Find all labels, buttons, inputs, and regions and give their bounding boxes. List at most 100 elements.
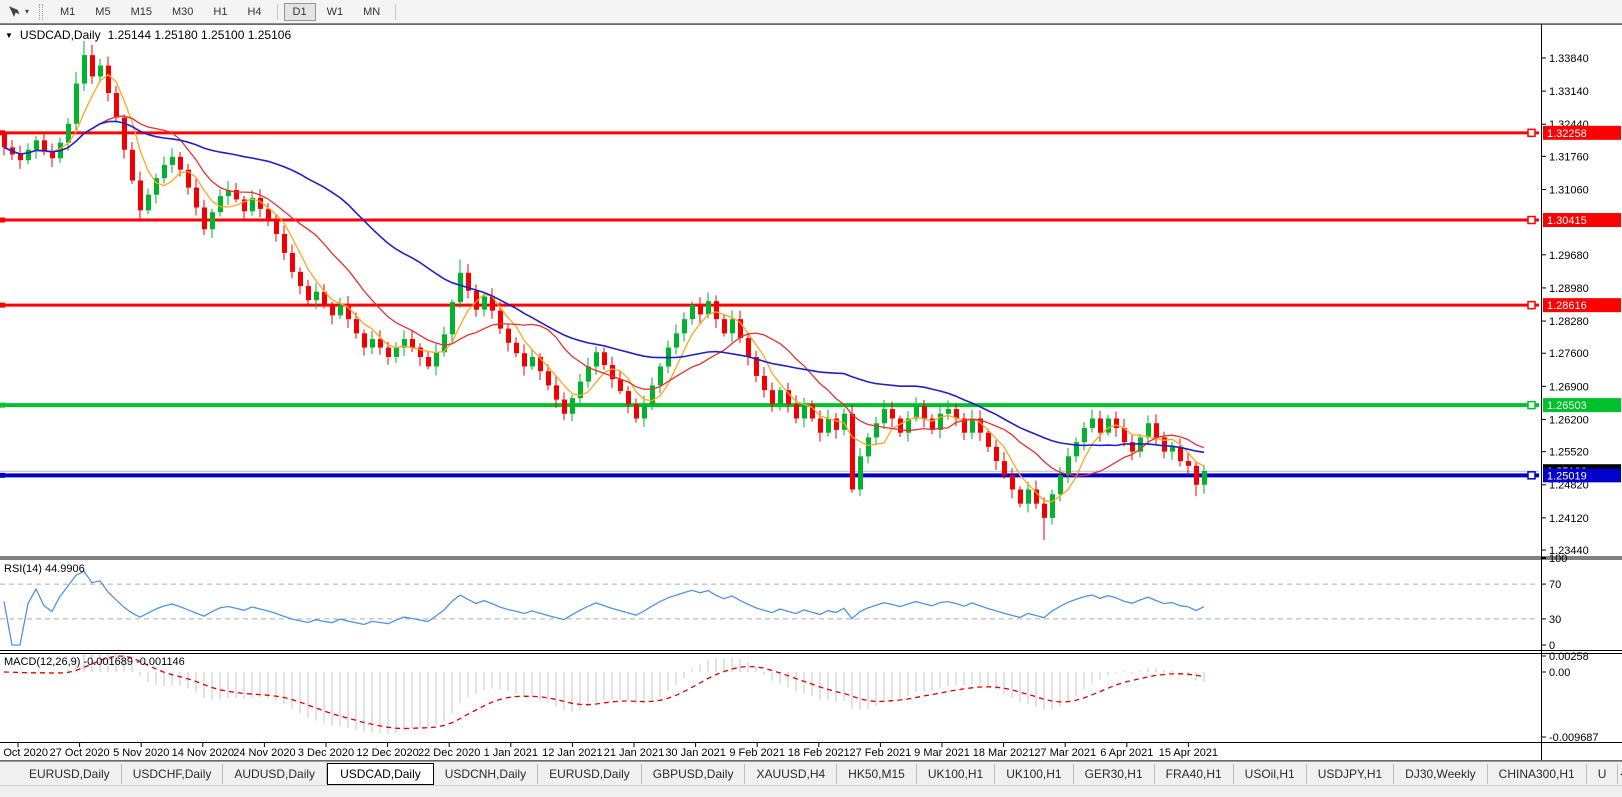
- date-axis-tick: 27 Oct 2020: [50, 747, 110, 759]
- timeframe-button-mn[interactable]: MN: [363, 5, 381, 18]
- date-axis-tick: 1 Jan 2021: [484, 747, 538, 759]
- timeframe-button-h1[interactable]: H1: [213, 5, 228, 18]
- price-axis-tick: 1.31760: [1549, 151, 1589, 163]
- level-price-label: [1543, 398, 1621, 413]
- date-axis-tick: 22 Dec 2020: [418, 747, 480, 759]
- rsi-axis-tick: 100: [1549, 553, 1567, 565]
- tab-fra40-h1[interactable]: FRA40,H1: [1155, 763, 1234, 784]
- date-axis-tick: 15 Apr 2021: [1159, 747, 1218, 759]
- tab-xauusd-h4[interactable]: XAUUSD,H4: [745, 763, 838, 784]
- timeframe-button-m15[interactable]: M15: [130, 5, 152, 18]
- date-axis-tick: 18 Feb 2021: [788, 747, 850, 759]
- tab-hk50-m15[interactable]: HK50,M15: [837, 763, 917, 784]
- tab-scroll-buttons: ◄►: [1618, 769, 1622, 779]
- timeframe-button-d1[interactable]: D1: [283, 2, 316, 21]
- date-axis-tick: 18 Mar 2021: [973, 747, 1035, 759]
- price-axis-tick: 1.23440: [1549, 545, 1589, 557]
- svg-text:1.32258: 1.32258: [1547, 128, 1587, 140]
- price-axis-tick: 1.24120: [1549, 513, 1589, 525]
- ma-mid-line: [3, 115, 1205, 477]
- chart-title: ▼ USDCAD,Daily 1.25144 1.25180 1.25100 1…: [5, 28, 291, 42]
- level-price-label: [1543, 298, 1621, 313]
- date-axis-tick: 5 Nov 2020: [113, 747, 169, 759]
- tab-eurusd-daily[interactable]: EURUSD,Daily: [538, 763, 642, 784]
- rsi-axis-tick: 0: [1549, 640, 1555, 652]
- date-axis-tick: 12 Jan 2021: [542, 747, 603, 759]
- dropdown-caret-icon[interactable]: ▾: [25, 7, 30, 16]
- date-axis-tick: 17 Oct 2020: [0, 747, 48, 759]
- svg-text:1.28616: 1.28616: [1547, 300, 1587, 312]
- date-axis-tick: 14 Nov 2020: [172, 747, 234, 759]
- level-price-label: [1543, 468, 1621, 483]
- price-axis-tick: 1.33140: [1549, 86, 1589, 98]
- timeframe-button-m30[interactable]: M30: [171, 5, 194, 18]
- date-axis-tick: 27 Feb 2021: [850, 747, 912, 759]
- tab-dj30-weekly[interactable]: DJ30,Weekly: [1394, 763, 1488, 784]
- ma-slow-line: [3, 120, 1205, 454]
- price-axis-tick: 1.31060: [1549, 185, 1589, 197]
- level-price-label: [1543, 213, 1621, 228]
- date-axis-tick: 21 Jan 2021: [604, 747, 665, 759]
- timeframe-button-m5[interactable]: M5: [95, 5, 111, 18]
- price-axis-tick: 1.28980: [1549, 283, 1589, 295]
- tab-usdchf-daily[interactable]: USDCHF,Daily: [122, 763, 224, 784]
- rsi-axis-tick: 30: [1549, 614, 1561, 626]
- tab-audusd-daily[interactable]: AUDUSD,Daily: [223, 763, 328, 784]
- date-axis-tick: 12 Dec 2020: [356, 747, 418, 759]
- macd-label: MACD(12,26,9) -0.001689 -0.001146: [4, 656, 185, 668]
- tab-usoil-h1[interactable]: USOil,H1: [1234, 763, 1307, 784]
- date-axis-tick: 27 Mar 2021: [1034, 747, 1096, 759]
- rsi-line: [3, 570, 1205, 646]
- tab-usdjpy-h1[interactable]: USDJPY,H1: [1307, 763, 1395, 784]
- tab-gbpusd-daily[interactable]: GBPUSD,Daily: [642, 763, 746, 784]
- tab-u[interactable]: U: [1587, 763, 1619, 784]
- svg-text:1.26503: 1.26503: [1547, 400, 1587, 412]
- date-axis-tick: 6 Apr 2021: [1100, 747, 1153, 759]
- tab-uk100-h1[interactable]: UK100,H1: [995, 763, 1074, 784]
- rsi-axis-tick: 70: [1549, 579, 1561, 591]
- tab-uk100-h1[interactable]: UK100,H1: [917, 763, 996, 784]
- price-axis-tick: 1.27600: [1549, 348, 1589, 360]
- timeframe-button-w1[interactable]: W1: [326, 5, 344, 18]
- price-axis-tick: 1.25520: [1549, 447, 1589, 459]
- date-axis-tick: 24 Nov 2020: [233, 747, 295, 759]
- tab-ger30-h1[interactable]: GER30,H1: [1074, 763, 1155, 784]
- price-axis-tick: 1.28280: [1549, 316, 1589, 328]
- status-strip: [0, 785, 1622, 797]
- toolbar-grip: [39, 3, 44, 20]
- symbol-period-label: USDCAD,Daily: [19, 28, 101, 42]
- svg-text:1.25019: 1.25019: [1547, 470, 1587, 482]
- tab-eurusd-daily[interactable]: EURUSD,Daily: [18, 763, 122, 784]
- cursor-tool-icon[interactable]: [5, 4, 22, 20]
- toolbar-separator: [395, 3, 397, 20]
- tab-usdcnh-daily[interactable]: USDCNH,Daily: [434, 763, 539, 784]
- price-axis-tick: 1.33840: [1549, 53, 1589, 65]
- timeframe-button-m1[interactable]: M1: [60, 5, 76, 18]
- tab-scroll-left-button[interactable]: ◄: [1618, 769, 1622, 779]
- ma-fast-line: [3, 73, 1205, 503]
- macd-pane: [3, 654, 1205, 735]
- price-axis-tick: 1.24820: [1549, 480, 1589, 492]
- tab-china300-h1[interactable]: CHINA300,H1: [1488, 763, 1587, 784]
- macd-axis-tick: 0.00: [1549, 667, 1570, 679]
- tab-usdcad-daily[interactable]: USDCAD,Daily: [327, 762, 434, 785]
- chart-tabbar: EURUSD,Daily USDCHF,Daily AUDUSD,Daily USDC…: [0, 761, 1622, 785]
- ohlc-quotes: 1.25144 1.25180 1.25100 1.25106: [107, 28, 292, 42]
- date-axis-tick: 9 Mar 2021: [914, 747, 970, 759]
- main-pane: [0, 40, 1539, 541]
- macd-axis-tick: 0.00258: [1549, 651, 1589, 663]
- collapse-triangle-icon[interactable]: ▼: [5, 30, 13, 40]
- chart-window: 1.33840 1.33140 1.32440 1.31760 1.31060 1.296…: [0, 24, 1622, 761]
- price-axis-tick: 1.32440: [1549, 119, 1589, 131]
- timeframe-button-h4[interactable]: H4: [247, 5, 262, 18]
- toolbar: ▾ M1 M5 M15 M30 H1 H4 D1 W1 MN: [0, 0, 1622, 24]
- level-price-label: [1543, 125, 1621, 140]
- macd-axis-tick: -0.009687: [1549, 732, 1599, 744]
- price-axis-tick: 1.26200: [1549, 414, 1589, 426]
- toolbar-separator: [276, 3, 278, 20]
- price-axis-tick: 1.29680: [1549, 250, 1589, 262]
- date-axis-tick: 30 Jan 2021: [665, 747, 726, 759]
- date-axis-tick: 9 Feb 2021: [729, 747, 785, 759]
- chart-canvas[interactable]: 1.33840 1.33140 1.32440 1.31760 1.31060 1.296…: [0, 24, 1622, 761]
- macd-signal-line: [3, 655, 1205, 730]
